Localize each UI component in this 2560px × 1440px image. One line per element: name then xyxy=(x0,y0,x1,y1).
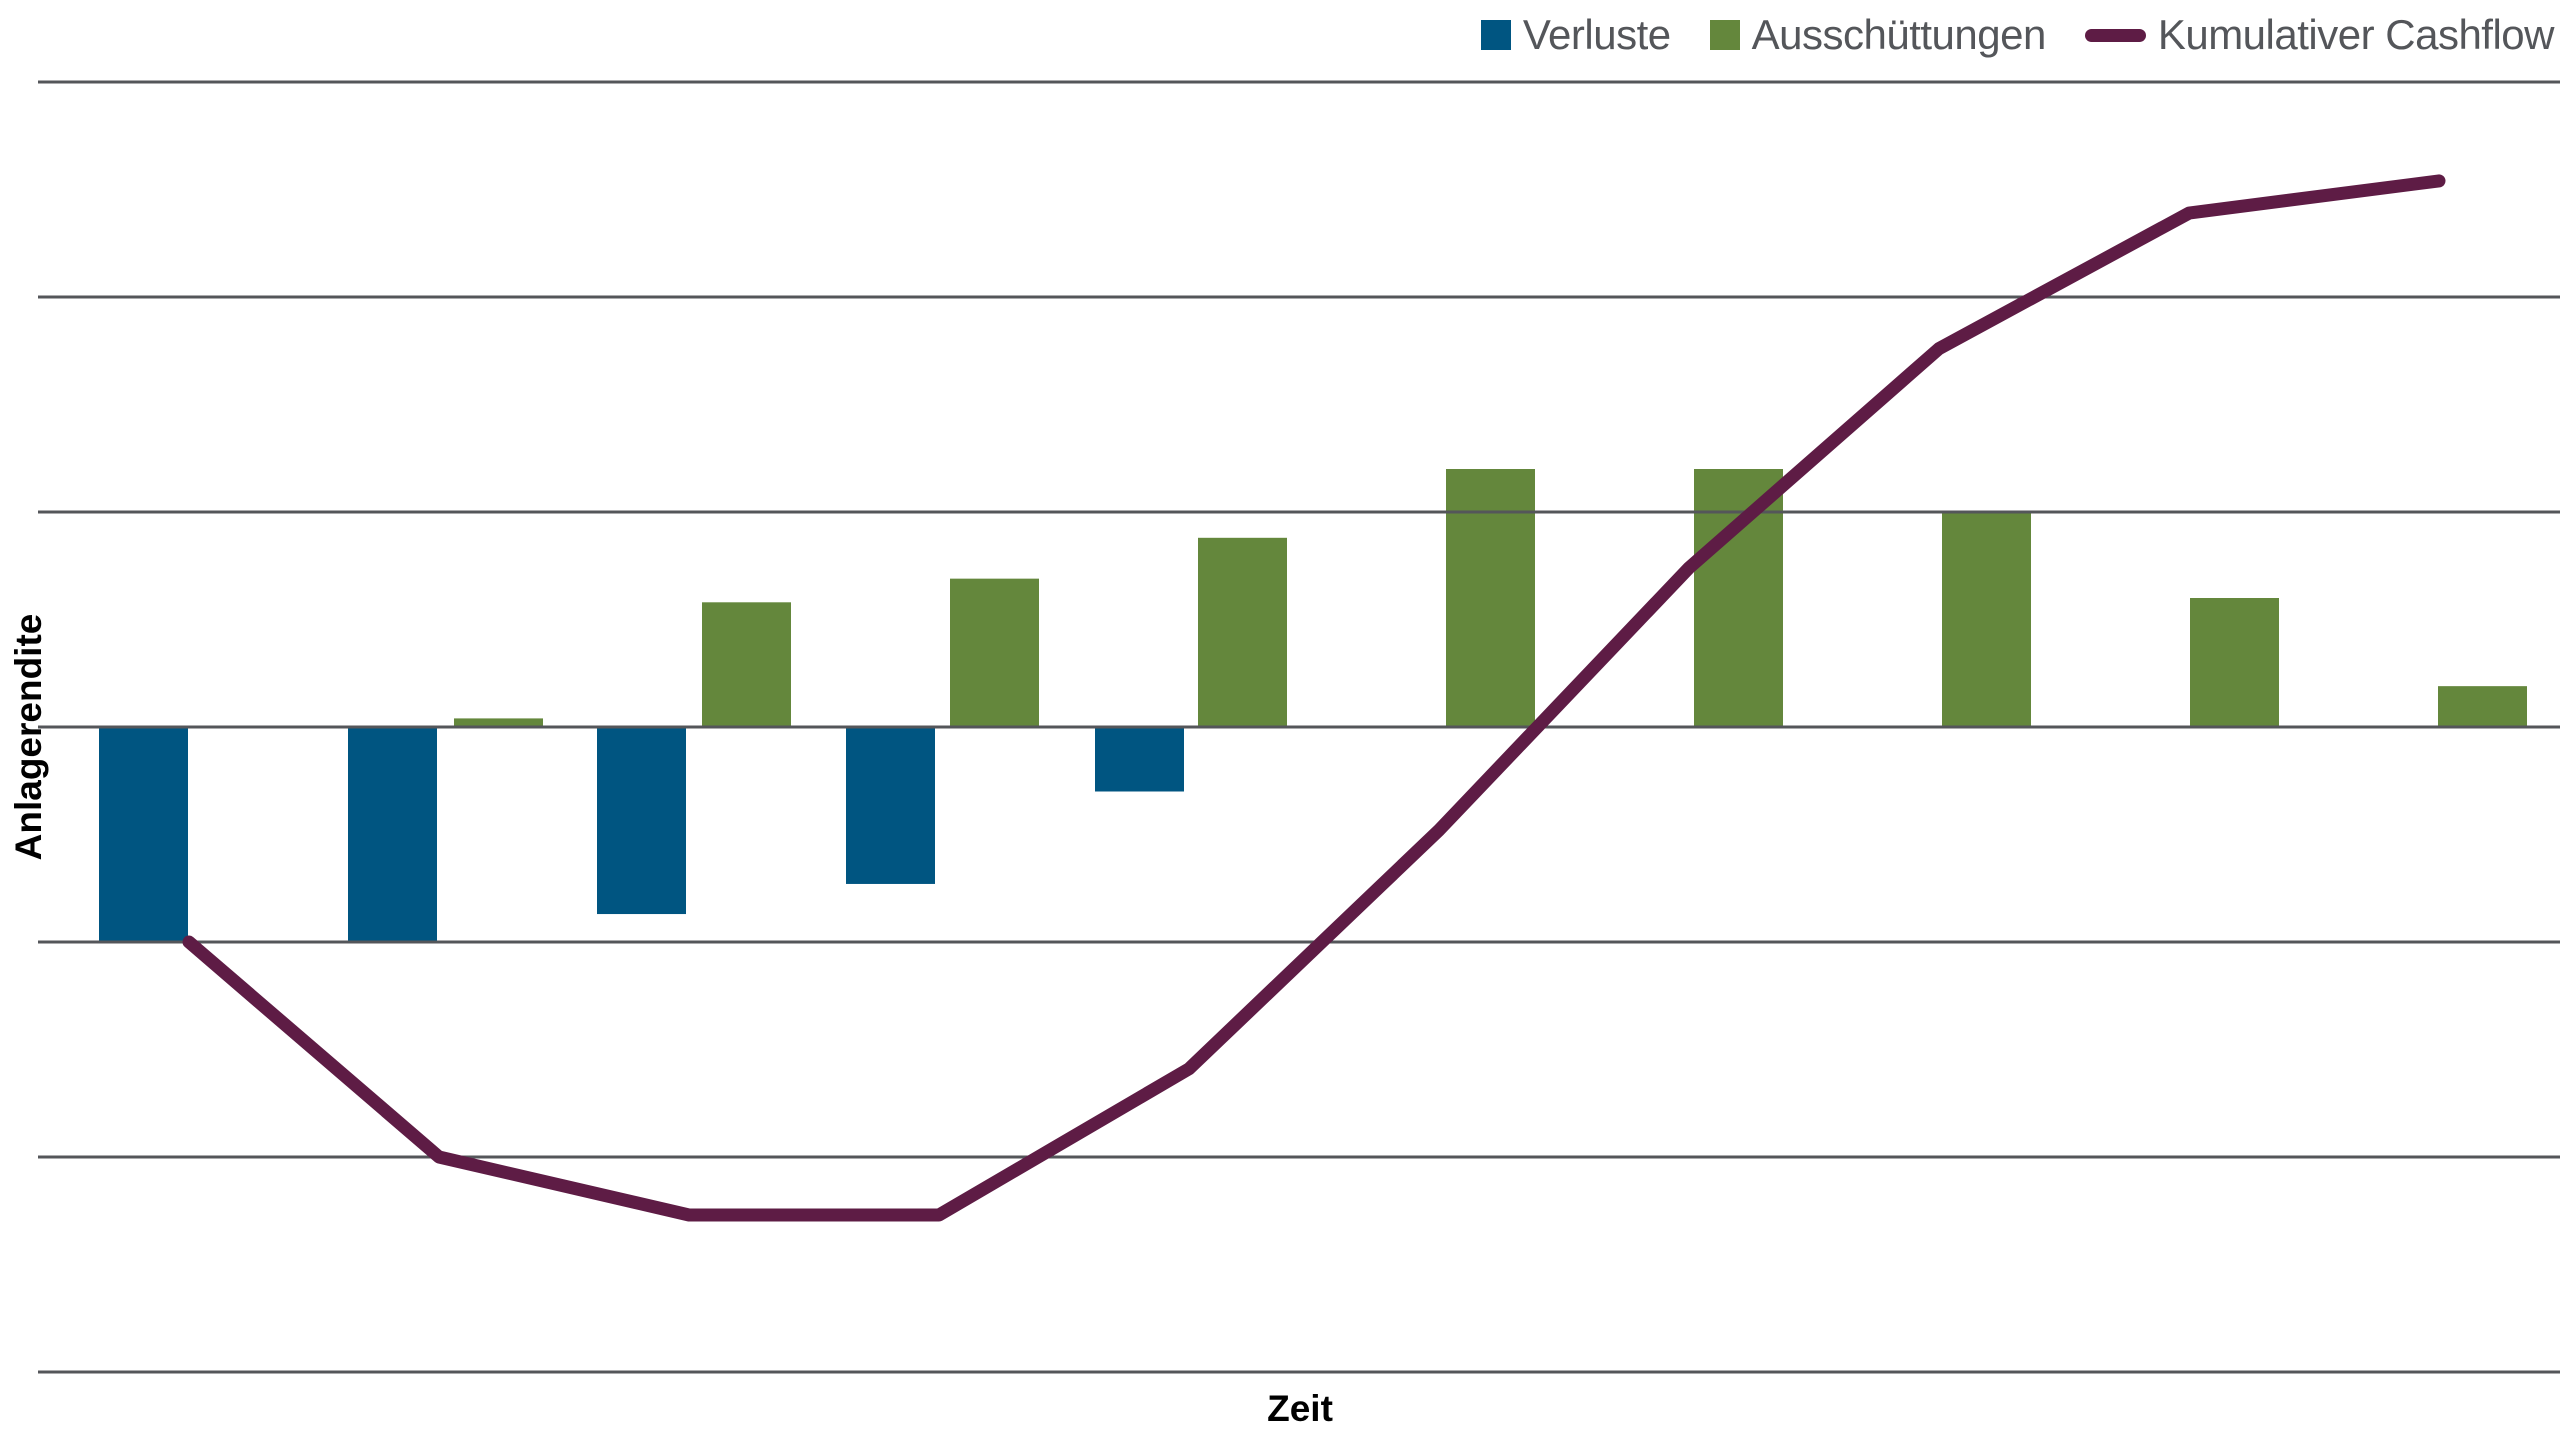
bar-ausschuettungen-p2 xyxy=(454,718,543,727)
ausschuettungen-swatch-icon xyxy=(1709,20,1740,51)
bar-ausschuettungen-p3 xyxy=(702,602,791,727)
bar-verluste-p4 xyxy=(846,727,935,884)
bar-ausschuettungen-p8 xyxy=(1942,512,2031,727)
bar-ausschuettungen-p9 xyxy=(2190,598,2279,727)
bar-ausschuettungen-p5 xyxy=(1198,537,1287,727)
x-axis-title: Zeit xyxy=(1267,1388,1333,1429)
bar-verluste-p5 xyxy=(1095,727,1184,792)
legend-item-ausschuettungen: Ausschüttungen xyxy=(1709,11,2047,58)
bar-ausschuettungen-p7 xyxy=(1694,469,1783,727)
bar-ausschuettungen-p4 xyxy=(950,578,1039,727)
verluste-swatch-icon xyxy=(1480,20,1511,51)
bar-verluste-p2 xyxy=(348,727,437,942)
legend: Verluste Ausschüttungen Kumulativer Cash… xyxy=(1480,11,2555,58)
bar-verluste-p3 xyxy=(597,727,686,915)
legend-label-kumulativer-cashflow: Kumulativer Cashflow xyxy=(2157,11,2555,58)
legend-label-verluste: Verluste xyxy=(1522,11,1671,58)
bar-verluste-p1 xyxy=(99,727,188,942)
kumulativer-cashflow-line xyxy=(182,174,2446,1222)
bar-ausschuettungen-p10 xyxy=(2438,686,2527,727)
legend-item-kumulativer-cashflow: Kumulativer Cashflow xyxy=(2084,11,2555,58)
legend-label-ausschuettungen: Ausschüttungen xyxy=(1751,11,2047,58)
y-axis-title: Anlagerendite xyxy=(8,613,49,861)
cashflow-line-swatch-icon xyxy=(2084,28,2146,42)
bar-ausschuettungen-p6 xyxy=(1446,469,1535,727)
legend-item-verluste: Verluste xyxy=(1480,11,1671,58)
